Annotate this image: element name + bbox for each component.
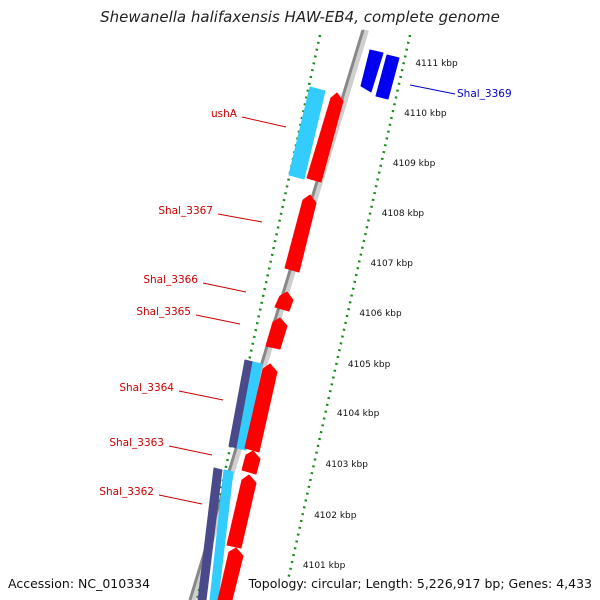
gene-label: ushA <box>211 108 238 120</box>
forward-cds-arrow <box>241 450 261 475</box>
scale-tick-label: 4104 kbp <box>337 409 380 419</box>
gene-label: Shal_3362 <box>99 486 154 498</box>
gene-leader-line <box>168 445 213 456</box>
scale-tick-label: 4107 kbp <box>371 259 414 269</box>
scale-tick-label: 4103 kbp <box>326 460 369 470</box>
forward-cds-arrow <box>284 194 317 273</box>
scale-tick-label: 4109 kbp <box>393 159 436 169</box>
gene-label: Shal_3364 <box>119 382 174 394</box>
forward-cds-arrow <box>217 547 244 600</box>
scale-ticks: 4101 kbp 4102 kbp 4103 kbp 4104 kbp 4105 kbp… <box>303 59 458 571</box>
forward-cds-arrow <box>226 474 257 549</box>
scale-tick-label: 4102 kbp <box>314 511 357 521</box>
scale-tick-label: 4106 kbp <box>359 309 402 319</box>
forward-cds-arrow <box>244 363 278 453</box>
accession-text: Accession: NC_010334 <box>8 576 151 591</box>
genome-title: Shewanella halifaxensis HAW-EB4, complet… <box>100 8 500 26</box>
rna-feature-bar <box>197 467 223 600</box>
gene-label: Shal_3369 <box>457 88 512 100</box>
gene-leader-line <box>158 494 203 505</box>
scale-tick-label: 4111 kbp <box>415 59 458 69</box>
gene-leader-line <box>202 282 247 293</box>
gene-leader-line <box>409 84 456 95</box>
gene-features <box>197 49 400 600</box>
gene-label: Shal_3366 <box>143 274 198 286</box>
gene-label: Shal_3363 <box>109 437 164 449</box>
gene-labels: Shal_3369 ushA Shal_3367 Shal_3366 Shal_3365… <box>99 84 512 505</box>
rna-feature-bar <box>209 469 234 600</box>
gene-leader-line <box>241 116 287 128</box>
rna-feature-bar <box>236 361 263 451</box>
gene-leader-line <box>195 314 241 325</box>
reverse-cds-arrow <box>360 49 384 93</box>
gene-label: Shal_3365 <box>136 306 191 318</box>
scale-tick-label: 4110 kbp <box>404 109 447 119</box>
genome-summary-text: Topology: circular; Length: 5,226,917 bp… <box>248 576 592 591</box>
gene-label: Shal_3367 <box>158 205 213 217</box>
gene-leader-line <box>178 390 224 401</box>
reverse-cds-arrow <box>375 54 400 100</box>
rna-feature-bar <box>288 86 326 180</box>
scale-tick-label: 4108 kbp <box>382 209 425 219</box>
forward-cds-arrow <box>265 317 288 350</box>
gene-leader-line <box>217 213 263 223</box>
scale-tick-label: 4105 kbp <box>348 360 391 370</box>
scale-tick-label: 4101 kbp <box>303 561 346 571</box>
forward-cds-arrow <box>274 291 294 312</box>
forward-cds-arrow <box>306 92 344 183</box>
